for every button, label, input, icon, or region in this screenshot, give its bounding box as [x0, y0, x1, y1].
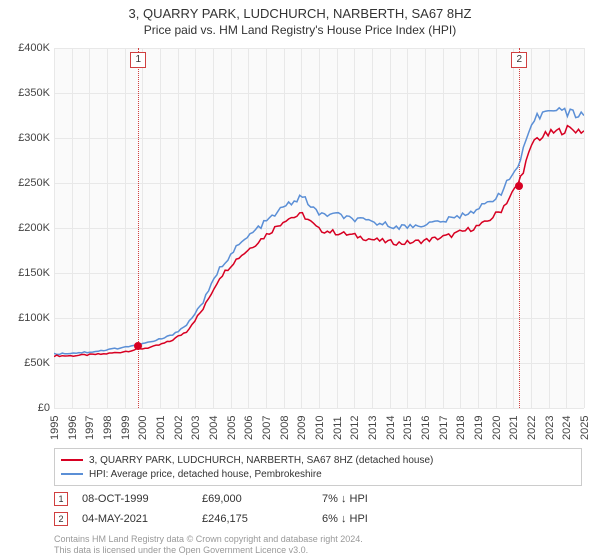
transaction-date-1: 08-OCT-1999: [82, 493, 202, 505]
x-tick-label: 2012: [349, 416, 361, 440]
x-tick-label: 2008: [279, 416, 291, 440]
y-tick-label: £0: [6, 402, 50, 414]
x-tick-label: 2013: [367, 416, 379, 440]
x-tick-label: 2022: [526, 416, 538, 440]
x-tick-label: 1995: [49, 416, 61, 440]
y-tick-label: £350K: [6, 87, 50, 99]
chart-title: 3, QUARRY PARK, LUDCHURCH, NARBERTH, SA6…: [0, 0, 600, 21]
footer-line-1: Contains HM Land Registry data © Crown c…: [54, 534, 363, 545]
marker-dot-1: [134, 342, 142, 350]
footer-line-2: This data is licensed under the Open Gov…: [54, 545, 363, 556]
y-tick-label: £150K: [6, 267, 50, 279]
legend-swatch-hpi: [61, 473, 83, 475]
chart-subtitle: Price paid vs. HM Land Registry's House …: [0, 21, 600, 37]
x-tick-label: 2019: [473, 416, 485, 440]
x-tick-label: 1997: [84, 416, 96, 440]
plot-area: 12: [54, 48, 584, 408]
x-tick-label: 2005: [226, 416, 238, 440]
chart-container: 3, QUARRY PARK, LUDCHURCH, NARBERTH, SA6…: [0, 0, 600, 560]
y-tick-label: £50K: [6, 357, 50, 369]
series-line-property: [54, 126, 584, 357]
x-tick-label: 2021: [508, 416, 520, 440]
x-tick-label: 1996: [67, 416, 79, 440]
x-tick-label: 2014: [385, 416, 397, 440]
y-tick-label: £300K: [6, 132, 50, 144]
y-tick-label: £100K: [6, 312, 50, 324]
transaction-price-1: £69,000: [202, 493, 322, 505]
transaction-row-1: 1 08-OCT-1999 £69,000 7% ↓ HPI: [54, 492, 442, 506]
transaction-diff-2: 6% ↓ HPI: [322, 513, 442, 525]
series-line-hpi: [54, 108, 584, 355]
x-tick-label: 2009: [296, 416, 308, 440]
transaction-row-2: 2 04-MAY-2021 £246,175 6% ↓ HPI: [54, 512, 442, 526]
x-tick-label: 2016: [420, 416, 432, 440]
y-tick-label: £250K: [6, 177, 50, 189]
x-tick-label: 2010: [314, 416, 326, 440]
line-series-svg: [54, 48, 584, 408]
gridline-horizontal: [54, 408, 584, 409]
x-tick-label: 2020: [491, 416, 503, 440]
y-tick-label: £200K: [6, 222, 50, 234]
gridline-vertical: [584, 48, 585, 408]
transaction-price-2: £246,175: [202, 513, 322, 525]
x-tick-label: 2015: [402, 416, 414, 440]
x-tick-label: 2004: [208, 416, 220, 440]
footer: Contains HM Land Registry data © Crown c…: [54, 534, 363, 556]
x-tick-label: 2000: [137, 416, 149, 440]
marker-box-1: 1: [130, 52, 146, 68]
legend-label-property: 3, QUARRY PARK, LUDCHURCH, NARBERTH, SA6…: [89, 455, 433, 466]
x-tick-label: 2011: [332, 416, 344, 440]
x-tick-label: 2003: [190, 416, 202, 440]
x-tick-label: 2001: [155, 416, 167, 440]
x-tick-label: 2002: [173, 416, 185, 440]
marker-box-2: 2: [511, 52, 527, 68]
transaction-diff-1: 7% ↓ HPI: [322, 493, 442, 505]
transaction-date-2: 04-MAY-2021: [82, 513, 202, 525]
legend: 3, QUARRY PARK, LUDCHURCH, NARBERTH, SA6…: [54, 448, 582, 486]
x-tick-label: 1998: [102, 416, 114, 440]
legend-swatch-property: [61, 459, 83, 461]
transaction-marker-1: 1: [54, 492, 68, 506]
marker-dot-2: [515, 182, 523, 190]
y-tick-label: £400K: [6, 42, 50, 54]
legend-label-hpi: HPI: Average price, detached house, Pemb…: [89, 469, 322, 480]
x-tick-label: 2018: [455, 416, 467, 440]
transaction-marker-2: 2: [54, 512, 68, 526]
x-tick-label: 2017: [438, 416, 450, 440]
x-tick-label: 2006: [243, 416, 255, 440]
x-tick-label: 2023: [544, 416, 556, 440]
x-tick-label: 1999: [120, 416, 132, 440]
x-tick-label: 2007: [261, 416, 273, 440]
x-tick-label: 2024: [561, 416, 573, 440]
x-tick-label: 2025: [579, 416, 591, 440]
